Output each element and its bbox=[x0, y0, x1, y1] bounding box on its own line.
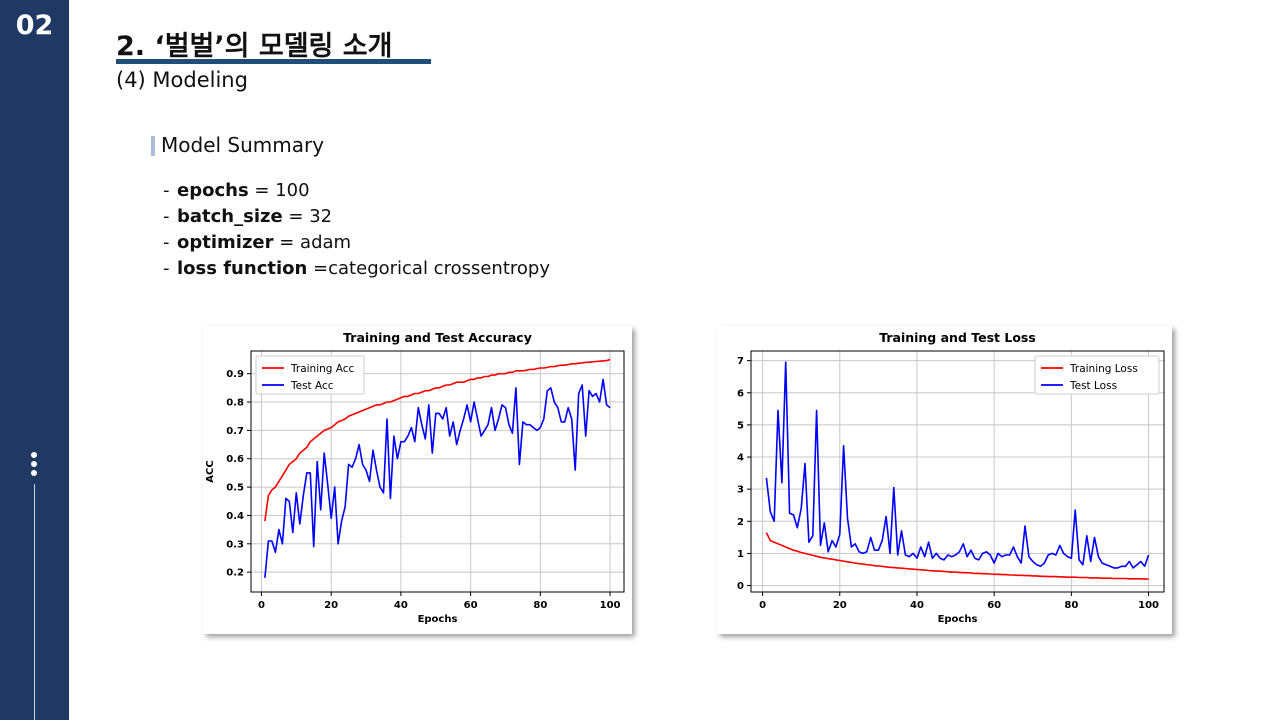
y-tick-label: 6 bbox=[737, 388, 744, 399]
y-tick-label: 0 bbox=[737, 581, 744, 592]
param-value: =categorical crossentropy bbox=[307, 258, 550, 279]
x-tick-label: 80 bbox=[533, 600, 547, 611]
param-dash: - bbox=[163, 180, 170, 201]
x-tick-label: 60 bbox=[987, 600, 1001, 611]
param-value: = 32 bbox=[282, 206, 333, 227]
x-tick-label: 40 bbox=[910, 600, 924, 611]
page-subtitle: (4) Modeling bbox=[116, 68, 248, 92]
page-title: 2. ‘벌벌’의 모델링 소개 bbox=[116, 31, 393, 62]
series-line-test-loss bbox=[765, 361, 1150, 569]
param-value: = 100 bbox=[248, 180, 310, 201]
y-tick-label: 3 bbox=[737, 485, 744, 496]
section-marker bbox=[151, 136, 155, 156]
series-line-test-acc bbox=[264, 378, 611, 578]
legend-label: Training Acc bbox=[290, 363, 355, 375]
y-tick-label: 0.5 bbox=[226, 483, 244, 494]
accuracy-chart-card: Training and Test Accuracy 0 20 40 60 80 100 0.… bbox=[203, 326, 632, 634]
y-tick-label: 5 bbox=[737, 420, 744, 431]
param-dash: - bbox=[163, 206, 170, 227]
loss-chart-card: Training and Test Loss 0 20 40 60 80 100 0 1 2 3 4 5… bbox=[705, 326, 1172, 634]
y-tick-label: 0.8 bbox=[226, 398, 244, 409]
x-tick-label: 80 bbox=[1064, 600, 1078, 611]
chart-legend: Training Acc Test Acc bbox=[255, 355, 365, 395]
chart-title: Training and Test Accuracy bbox=[343, 330, 532, 345]
y-tick-label: 0.7 bbox=[226, 426, 244, 437]
x-tick-label: 100 bbox=[1138, 600, 1159, 611]
param-key: optimizer bbox=[177, 232, 274, 253]
y-tick-label: 7 bbox=[737, 356, 744, 367]
y-tick-label: 0.6 bbox=[226, 454, 244, 465]
slide-number: 02 bbox=[15, 10, 54, 41]
x-tick-label: 60 bbox=[464, 600, 478, 611]
y-tick-label: 2 bbox=[737, 517, 744, 528]
param-row-optimizer: - optimizer = adam bbox=[163, 230, 550, 256]
title-underline bbox=[116, 59, 431, 64]
y-tick-label: 1 bbox=[737, 549, 744, 560]
x-tick-label: 100 bbox=[600, 600, 621, 611]
param-row-epochs: - epochs = 100 bbox=[163, 178, 550, 204]
param-row-loss-function: - loss function =categorical crossentropy bbox=[163, 256, 550, 282]
y-tick-label: 0.4 bbox=[226, 511, 244, 522]
param-value: = adam bbox=[273, 232, 352, 253]
x-tick-label: 0 bbox=[258, 600, 265, 611]
section-heading: Model Summary bbox=[161, 133, 325, 157]
param-key: batch_size bbox=[177, 206, 283, 227]
param-key: epochs bbox=[177, 180, 249, 201]
model-params-list: - epochs = 100 - batch_size = 32 - optimize… bbox=[163, 178, 550, 282]
y-tick-label: 0.9 bbox=[226, 369, 244, 380]
sidebar-divider-line bbox=[34, 484, 35, 720]
series-line-training-loss bbox=[765, 532, 1149, 580]
x-axis-label: Epochs bbox=[938, 614, 978, 625]
plot-frame bbox=[750, 350, 1165, 593]
x-tick-label: 20 bbox=[324, 600, 338, 611]
legend-label: Test Loss bbox=[1069, 380, 1117, 392]
y-tick-label: 0.3 bbox=[226, 539, 244, 550]
accuracy-chart: Training and Test Accuracy 0 20 40 60 80 100 0.… bbox=[205, 330, 625, 625]
legend-label: Training Loss bbox=[1069, 363, 1138, 375]
legend-label: Test Acc bbox=[290, 380, 334, 392]
loss-chart: Training and Test Loss 0 20 40 60 80 100 0 1 2 3 4 5… bbox=[705, 330, 1165, 625]
x-axis-label: Epochs bbox=[418, 614, 458, 625]
chart-title: Training and Test Loss bbox=[879, 330, 1036, 345]
param-row-batch-size: - batch_size = 32 bbox=[163, 204, 550, 230]
param-key: loss function bbox=[177, 258, 308, 279]
param-dash: - bbox=[163, 258, 170, 279]
more-dots-icon bbox=[31, 452, 37, 479]
sidebar: 02 bbox=[0, 0, 69, 720]
chart-legend: Training Loss Test Loss bbox=[1034, 355, 1160, 395]
x-tick-label: 40 bbox=[394, 600, 408, 611]
y-tick-label: 4 bbox=[737, 453, 744, 464]
x-tick-label: 20 bbox=[833, 600, 847, 611]
param-dash: - bbox=[163, 232, 170, 253]
y-tick-label: 0.2 bbox=[226, 568, 244, 579]
legend-box bbox=[1034, 355, 1160, 395]
plot-frame bbox=[250, 350, 625, 593]
x-tick-label: 0 bbox=[759, 600, 766, 611]
y-axis-label: ACC bbox=[205, 460, 216, 482]
series-line-training-acc bbox=[264, 358, 611, 522]
